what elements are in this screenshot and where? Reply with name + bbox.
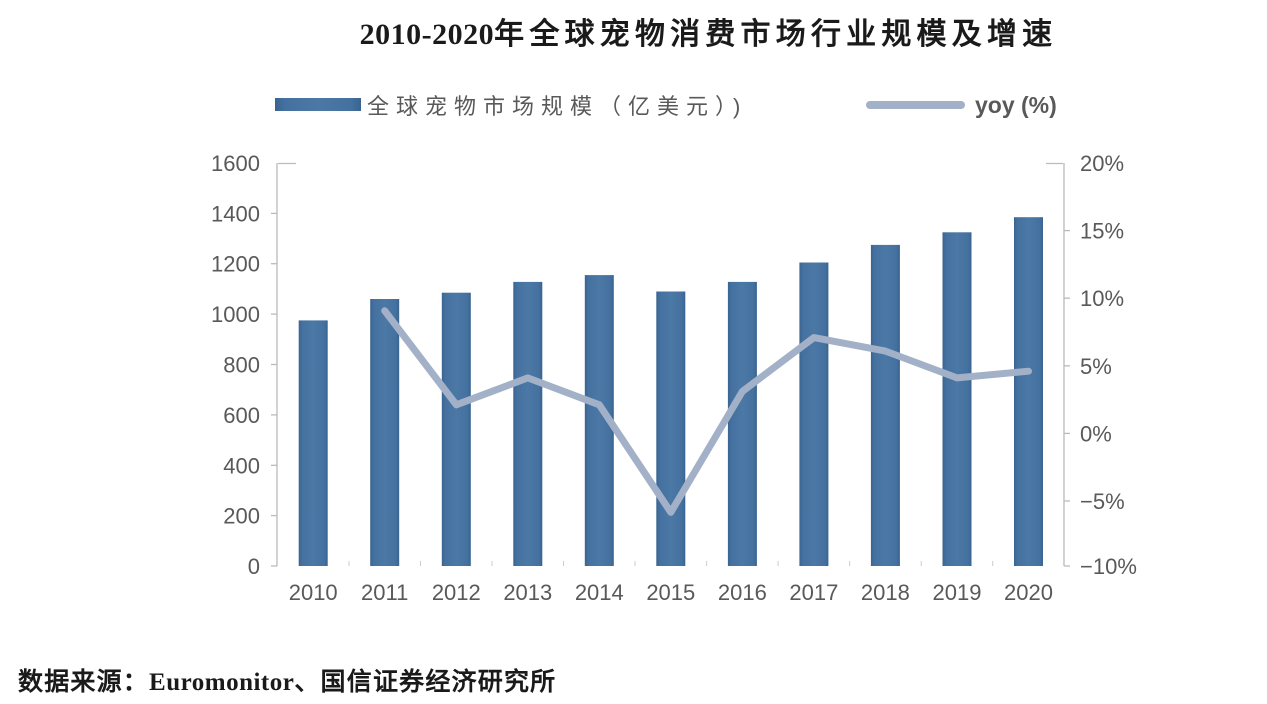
svg-text:−10%: −10% [1080, 554, 1137, 579]
svg-text:2011: 2011 [361, 580, 408, 605]
svg-text:1400: 1400 [211, 201, 260, 226]
svg-text:2010: 2010 [289, 580, 338, 605]
svg-text:yoy (%): yoy (%) [975, 92, 1057, 118]
svg-text:−5%: −5% [1080, 489, 1125, 514]
svg-text:2014: 2014 [575, 580, 624, 605]
svg-text:400: 400 [223, 453, 260, 478]
svg-text:15%: 15% [1080, 219, 1124, 244]
svg-text:2015: 2015 [646, 580, 695, 605]
svg-text:10%: 10% [1080, 286, 1124, 311]
svg-text:0: 0 [248, 554, 260, 579]
svg-text:600: 600 [223, 403, 260, 428]
svg-text:2020: 2020 [1004, 580, 1053, 605]
svg-text:1000: 1000 [211, 302, 260, 327]
svg-text:1200: 1200 [211, 252, 260, 277]
svg-text:1600: 1600 [211, 151, 260, 176]
svg-text:0%: 0% [1080, 421, 1112, 446]
svg-text:200: 200 [223, 504, 260, 529]
svg-text:2018: 2018 [861, 580, 910, 605]
svg-text:2019: 2019 [933, 580, 982, 605]
svg-text:5%: 5% [1080, 354, 1112, 379]
svg-text:2016: 2016 [718, 580, 767, 605]
svg-text:全球宠物市场规模（亿美元）): 全球宠物市场规模（亿美元）) [367, 94, 747, 119]
svg-text:2013: 2013 [503, 580, 552, 605]
svg-text:2012: 2012 [432, 580, 481, 605]
svg-text:800: 800 [223, 353, 260, 378]
svg-text:20%: 20% [1080, 151, 1124, 176]
svg-text:2017: 2017 [789, 580, 838, 605]
